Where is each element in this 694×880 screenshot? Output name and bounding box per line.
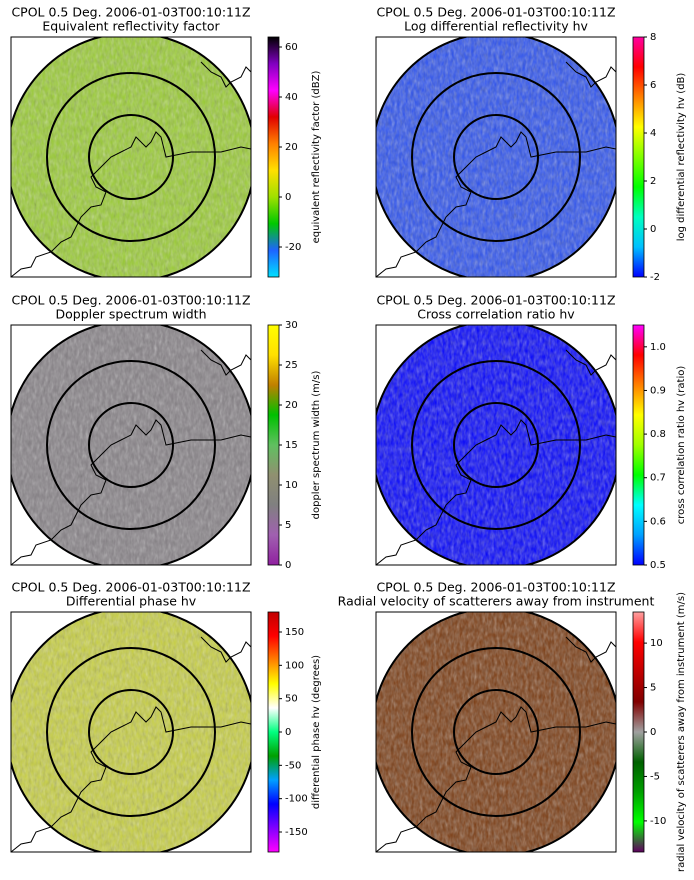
- colorbar-tick-label: 10: [650, 638, 663, 649]
- colorbar-tick-label: 60: [285, 42, 298, 53]
- panel-subtitle: Cross correlation ratio hv: [417, 307, 575, 322]
- panel-subtitle: Equivalent reflectivity factor: [42, 19, 220, 34]
- radar-area: [376, 37, 616, 277]
- range-ring: [46, 360, 216, 530]
- radar-area: [376, 325, 616, 565]
- range-ring: [453, 402, 539, 488]
- panel: CPOL 0.5 Deg. 2006-01-03T00:10:11ZCross …: [375, 293, 687, 571]
- colorbar-tick-label: -5: [650, 771, 660, 782]
- range-ring: [46, 72, 216, 242]
- colorbar-tick-label: 0: [285, 560, 291, 571]
- colorbar-tick-label: 40: [285, 92, 298, 103]
- axes-frame: [375, 611, 617, 853]
- colorbar-label: radial velocity of scatterers away from …: [676, 592, 687, 872]
- colorbar-tick-label: 50: [285, 694, 298, 705]
- axes-frame: [375, 36, 617, 278]
- colorbar-tick-label: 8: [650, 32, 656, 43]
- colorbar: [632, 611, 645, 853]
- radar-area: [11, 325, 251, 565]
- range-ring: [453, 114, 539, 200]
- range-ring: [411, 360, 581, 530]
- colorbar-tick-label: 30: [285, 320, 298, 331]
- radar-texture: [376, 612, 616, 852]
- colorbar: [632, 324, 645, 566]
- colorbar-label: equivalent reflectivity factor (dBZ): [311, 71, 322, 244]
- colorbar-tick-label: -10: [650, 816, 666, 827]
- panel: CPOL 0.5 Deg. 2006-01-03T00:10:11ZRadial…: [338, 580, 687, 873]
- panel-subtitle: Differential phase hv: [66, 594, 197, 609]
- colorbar-tick-label: -20: [285, 242, 301, 253]
- colorbar-tick-label: 0: [650, 727, 656, 738]
- radar-texture: [376, 325, 616, 565]
- colorbar-tick-label: 15: [285, 440, 298, 451]
- colorbar-tick-label: -2: [650, 272, 660, 283]
- axes-frame: [10, 324, 252, 566]
- range-ring: [88, 114, 174, 200]
- colorbar-tick-label: 0.9: [650, 385, 666, 396]
- colorbar-tick-label: 10: [285, 480, 298, 491]
- colorbar-label: log differential reflectivity hv (dB): [676, 73, 687, 242]
- colorbar-label: cross correlation ratio hv (ratio): [676, 366, 687, 525]
- colorbar: [267, 611, 280, 853]
- axes-frame: [10, 36, 252, 278]
- radar-area: [11, 612, 251, 852]
- colorbar: [632, 36, 645, 278]
- panel-subtitle: Doppler spectrum width: [56, 307, 207, 322]
- panel-title: CPOL 0.5 Deg. 2006-01-03T00:10:11Z: [376, 5, 615, 20]
- range-ring: [411, 72, 581, 242]
- radar-texture: [376, 37, 616, 277]
- panel-title: CPOL 0.5 Deg. 2006-01-03T00:10:11Z: [11, 293, 250, 308]
- axes-frame: [10, 611, 252, 853]
- radar-texture: [11, 325, 251, 565]
- colorbar-tick-label: 0: [285, 192, 291, 203]
- panel: CPOL 0.5 Deg. 2006-01-03T00:10:11ZDiffer…: [10, 580, 322, 853]
- colorbar-tick-label: 0.6: [650, 516, 666, 527]
- colorbar-tick-label: 2: [650, 176, 656, 187]
- panel-title: CPOL 0.5 Deg. 2006-01-03T00:10:11Z: [376, 293, 615, 308]
- colorbar-tick-label: 0.7: [650, 473, 666, 484]
- colorbar-tick-label: 1.0: [650, 342, 666, 353]
- range-ring: [453, 689, 539, 775]
- axes-frame: [375, 324, 617, 566]
- radar-texture: [11, 612, 251, 852]
- colorbar-tick-label: 4: [650, 128, 656, 139]
- colorbar-label: doppler spectrum width (m/s): [311, 371, 322, 520]
- range-ring: [411, 647, 581, 817]
- colorbar-tick-label: 20: [285, 142, 298, 153]
- panel-subtitle: Radial velocity of scatterers away from …: [338, 594, 655, 609]
- colorbar-tick-label: 0: [285, 727, 291, 738]
- colorbar-tick-label: 0.8: [650, 429, 666, 440]
- panel: CPOL 0.5 Deg. 2006-01-03T00:10:11ZDopple…: [10, 293, 322, 571]
- radar-area: [376, 612, 616, 852]
- colorbar-tick-label: -50: [285, 760, 301, 771]
- panel-title: CPOL 0.5 Deg. 2006-01-03T00:10:11Z: [11, 580, 250, 595]
- panel: CPOL 0.5 Deg. 2006-01-03T00:10:11ZEquiva…: [10, 5, 322, 278]
- range-ring: [46, 647, 216, 817]
- colorbar: [267, 324, 280, 566]
- colorbar-tick-label: 25: [285, 360, 298, 371]
- colorbar-tick-label: 5: [285, 520, 291, 531]
- colorbar-tick-label: 0: [650, 224, 656, 235]
- range-ring: [88, 689, 174, 775]
- colorbar: [267, 36, 280, 278]
- colorbar-tick-label: -150: [285, 827, 308, 838]
- colorbar-tick-label: 5: [650, 683, 656, 694]
- colorbar-tick-label: -100: [285, 794, 308, 805]
- range-ring: [88, 402, 174, 488]
- radar-area: [11, 37, 251, 277]
- colorbar-label: differential phase hv (degrees): [311, 655, 322, 809]
- panel-title: CPOL 0.5 Deg. 2006-01-03T00:10:11Z: [11, 5, 250, 20]
- radar-texture: [11, 37, 251, 277]
- panel-subtitle: Log differential reflectivity hv: [404, 19, 588, 34]
- colorbar-tick-label: 6: [650, 80, 656, 91]
- colorbar-tick-label: 20: [285, 400, 298, 411]
- panel-title: CPOL 0.5 Deg. 2006-01-03T00:10:11Z: [376, 580, 615, 595]
- colorbar-tick-label: 0.5: [650, 560, 666, 571]
- colorbar-tick-label: 100: [285, 660, 304, 671]
- colorbar-tick-label: 150: [285, 627, 304, 638]
